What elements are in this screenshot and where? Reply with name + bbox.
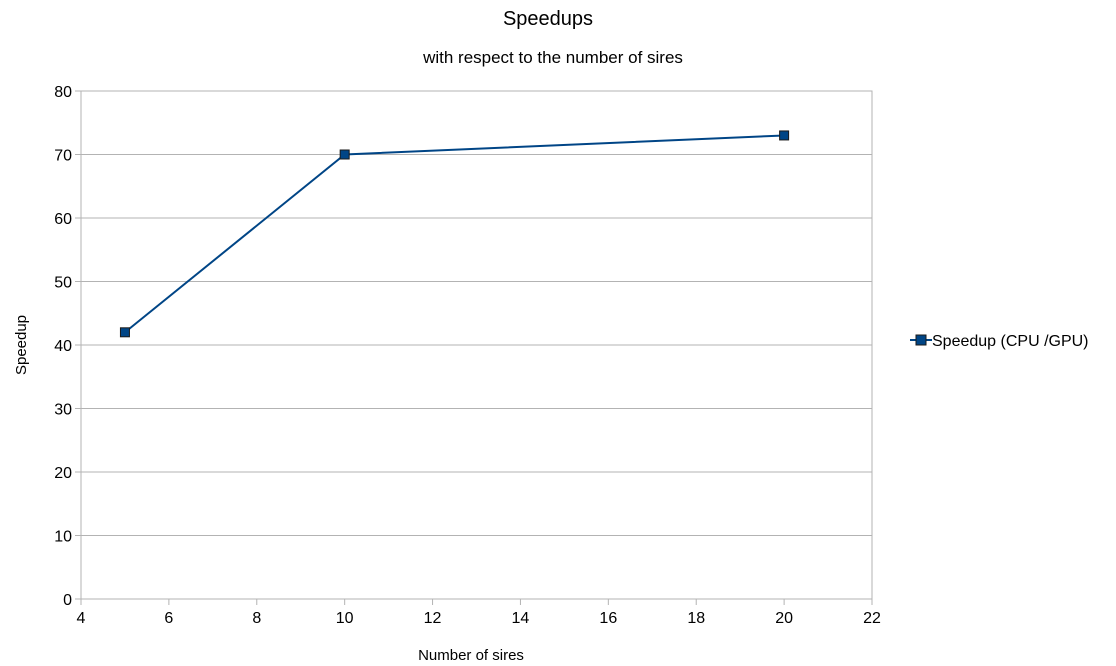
legend-marker-swatch — [915, 334, 927, 346]
y-tick-label: 20 — [54, 465, 72, 482]
data-series — [119, 130, 790, 338]
x-tick-label: 4 — [77, 610, 86, 627]
x-tick-label: 12 — [424, 610, 442, 627]
y-tick-label: 50 — [54, 275, 72, 292]
x-tick-label: 6 — [164, 610, 173, 627]
series-line — [124, 134, 785, 334]
legend-label: Speedup (CPU /GPU) — [932, 333, 1089, 350]
x-tick-label: 10 — [336, 610, 354, 627]
chart-subtitle: with respect to the number of sires — [422, 48, 683, 67]
x-tick-label: 8 — [252, 610, 261, 627]
y-tick-label: 0 — [63, 592, 72, 609]
x-tick-label: 20 — [775, 610, 793, 627]
y-axis-label: Speedup — [13, 315, 30, 375]
y-tick-label: 60 — [54, 211, 72, 228]
data-point-marker — [779, 130, 790, 141]
legend: Speedup (CPU /GPU) — [910, 333, 1089, 350]
data-point-marker — [339, 149, 350, 160]
gridlines — [81, 90, 872, 600]
x-tick-label: 14 — [512, 610, 530, 627]
y-tick-label: 10 — [54, 529, 72, 546]
y-tick-label: 70 — [54, 148, 72, 165]
data-point-marker — [119, 327, 130, 338]
y-tick-label: 30 — [54, 402, 72, 419]
x-axis-label: Number of sires — [418, 647, 524, 664]
x-axis-ticks: 4 6 8 10 12 14 16 18 20 22 — [77, 599, 881, 627]
x-tick-label: 18 — [687, 610, 705, 627]
x-tick-label: 16 — [599, 610, 617, 627]
chart-title: Speedups — [503, 8, 593, 30]
x-tick-label: 22 — [863, 610, 881, 627]
y-tick-label: 80 — [54, 84, 72, 101]
y-tick-label: 40 — [54, 338, 72, 355]
y-axis-ticks: 0 10 20 30 40 50 60 70 80 — [54, 84, 81, 609]
